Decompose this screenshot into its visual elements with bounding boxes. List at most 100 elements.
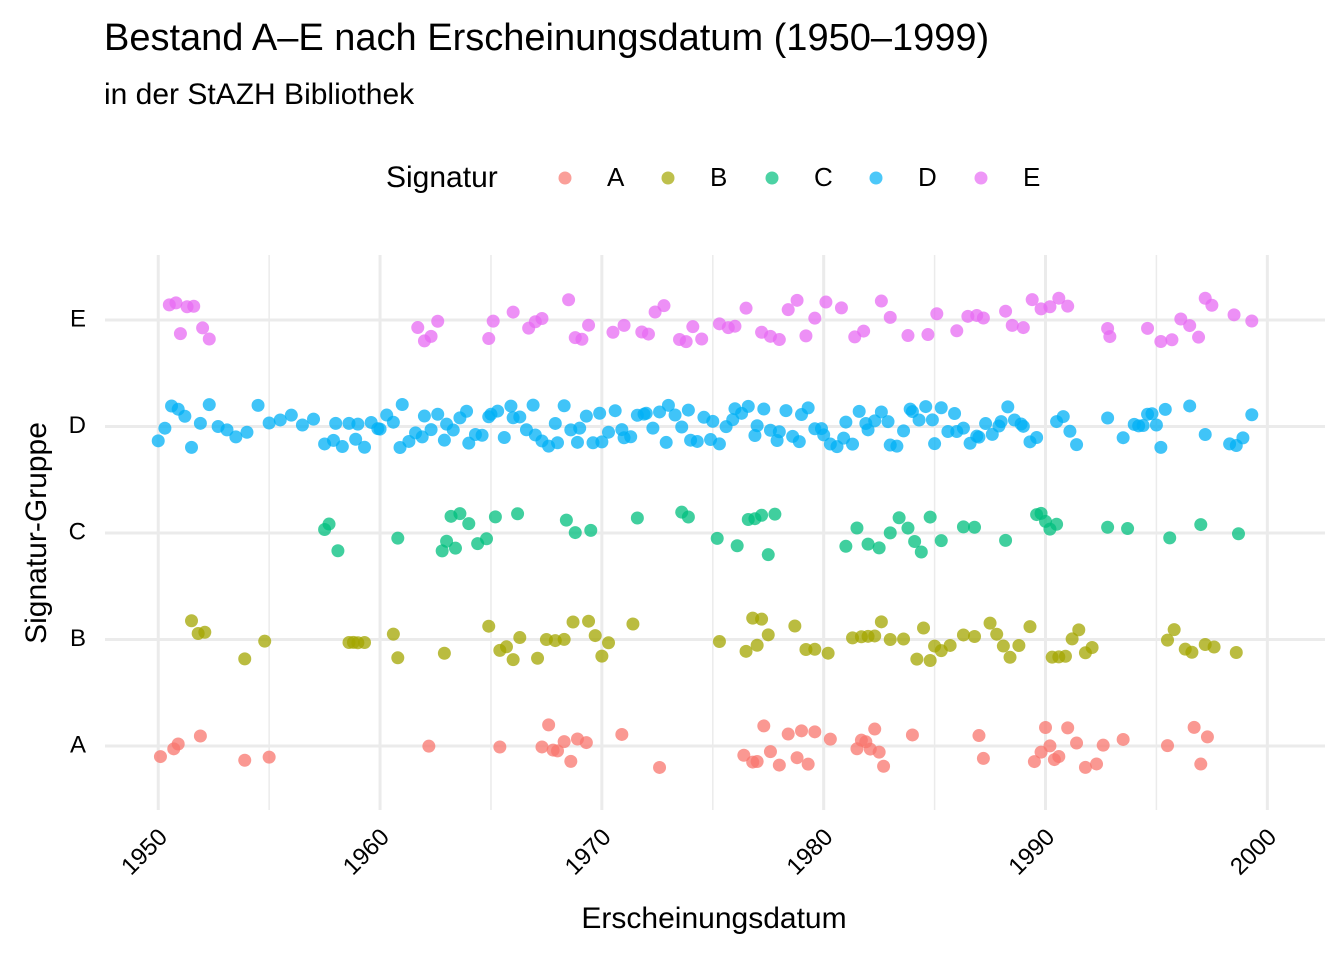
point [1185,645,1199,659]
legend-label: D [918,162,937,192]
legend-key [869,171,883,185]
point [956,628,970,642]
point [593,406,607,420]
point [1058,649,1072,663]
point [497,431,511,445]
point [976,311,990,325]
point [1165,333,1179,347]
point [1070,438,1084,452]
point [480,532,494,546]
point [386,627,400,641]
point [630,511,644,525]
point [761,628,775,642]
legend-label: C [814,162,833,192]
point [1207,640,1221,654]
point [850,521,864,535]
point [431,407,445,421]
point [238,652,252,666]
point [415,430,429,444]
point [755,612,769,626]
point [198,625,212,639]
point [868,629,882,643]
point [990,627,1004,641]
y-axis-title: Signatur-Gruppe [20,422,53,644]
point [781,727,795,741]
point [908,534,922,548]
point [1012,639,1026,653]
point [801,401,815,415]
point [808,725,822,739]
point [883,310,897,324]
point [872,745,886,759]
legend-label: A [607,162,625,192]
point [646,421,660,435]
point [171,737,185,751]
point [1101,411,1115,425]
point [424,329,438,343]
legend-key [661,171,675,185]
point [772,758,786,772]
point [1085,641,1099,655]
point [730,539,744,553]
point [999,533,1013,547]
point [757,719,771,733]
point [504,399,518,413]
point [331,544,345,558]
point [579,409,593,423]
point [153,750,167,764]
point [1005,318,1019,332]
point [868,414,882,428]
point [548,416,562,430]
point [595,649,609,663]
point [602,636,616,650]
point [173,327,187,341]
point [513,410,527,424]
point [1043,739,1057,753]
point [322,517,336,531]
point [273,413,287,427]
point [262,750,276,764]
x-axis-title: Erscheinungsdatum [581,902,846,935]
point [877,759,891,773]
point [386,415,400,429]
point [624,430,638,444]
legend-label: E [1023,162,1040,192]
point [772,333,786,347]
point [748,428,762,442]
point [437,433,451,447]
point [1096,738,1110,752]
point [1101,520,1115,534]
point [781,303,795,317]
point [1227,308,1241,322]
point [258,634,272,648]
point [819,295,833,309]
point [834,301,848,315]
point [681,510,695,524]
point [883,633,897,647]
point [1200,730,1214,744]
point [868,722,882,736]
point [897,632,911,646]
point [976,751,990,765]
point [1001,400,1015,414]
point [535,740,549,754]
point [588,629,602,643]
point [768,507,782,521]
point [792,435,806,449]
point [839,415,853,429]
point [608,404,622,418]
point [788,619,802,633]
point [446,423,460,437]
point [1174,312,1188,326]
y-tick-label: A [70,731,86,758]
point [943,638,957,652]
point [193,416,207,430]
point [395,398,409,412]
point [934,401,948,415]
point [1070,736,1084,750]
legend-title: Signatur [386,161,498,194]
point [358,440,372,454]
point [307,412,321,426]
legend-key [765,171,779,185]
point [1145,407,1159,421]
